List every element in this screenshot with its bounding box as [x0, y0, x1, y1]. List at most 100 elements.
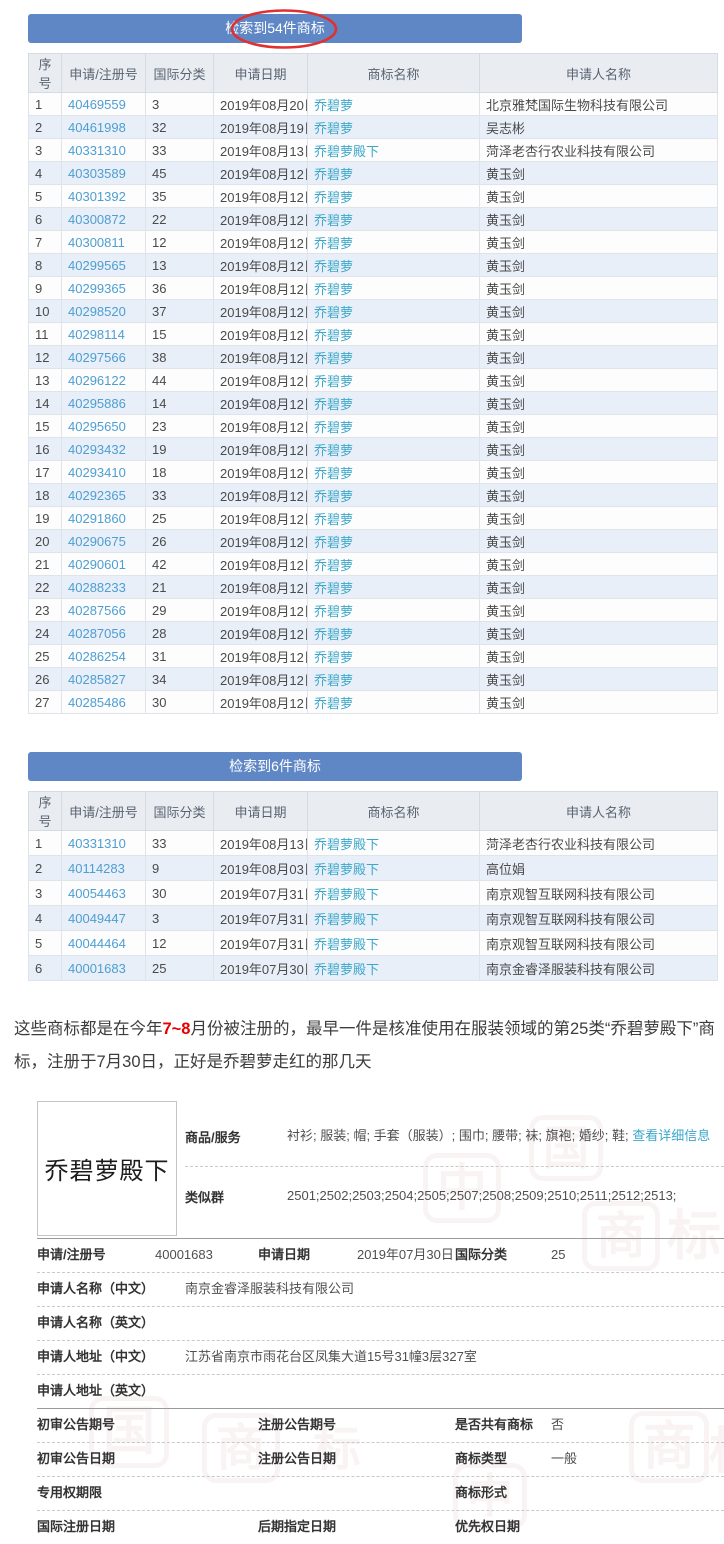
row-index-cell: 2	[28, 855, 62, 881]
application-number-link[interactable]: 40001683	[68, 960, 126, 976]
application-number-link[interactable]: 40054463	[68, 885, 126, 901]
application-number-link[interactable]: 40290601	[68, 556, 126, 572]
application-number-link[interactable]: 40287056	[68, 625, 126, 641]
trademark-name-link[interactable]: 乔碧萝	[314, 557, 354, 573]
trademark-name-link[interactable]: 乔碧萝	[314, 442, 354, 458]
table-cell: 乔碧萝	[307, 460, 480, 484]
paragraph-text: 月份被注册的，最早一件是核准使用在服装领域的第25类“乔碧萝殿下”商标，注册于7…	[14, 1020, 715, 1071]
trademark-name-link[interactable]: 乔碧萝	[314, 258, 354, 274]
application-date-cell: 2019年08月12日	[213, 506, 308, 530]
goods-services-value: 衬衫; 服装; 帽; 手套（服装）; 围巾; 腰带; 袜; 旗袍; 婚纱; 鞋;…	[287, 1128, 711, 1143]
trademark-name-link[interactable]: 乔碧萝	[314, 695, 354, 711]
application-number-link[interactable]: 40300811	[68, 234, 125, 250]
applicant-name-cn-row: 申请人名称（中文） 南京金睿泽服装科技有限公司	[37, 1273, 724, 1307]
trademark-name-link[interactable]: 乔碧萝	[314, 488, 354, 504]
table-row: 22 40288233 21 2019年08月12日 乔碧萝 黄玉剑	[28, 575, 718, 599]
row-index-cell: 18	[28, 483, 62, 507]
table-cell: 40303589	[61, 161, 146, 185]
trademark-name-link[interactable]: 乔碧萝殿下	[314, 886, 380, 902]
application-number-link[interactable]: 40291860	[68, 510, 126, 526]
trademark-name-link[interactable]: 乔碧萝	[314, 626, 354, 642]
application-number-link[interactable]: 40461998	[68, 119, 126, 135]
application-number-link[interactable]: 40297566	[68, 349, 126, 365]
table-cell: 乔碧萝殿下	[307, 880, 480, 906]
trademark-name-link[interactable]: 乔碧萝	[314, 649, 354, 665]
table-cell: 40292365	[61, 483, 146, 507]
application-date-cell: 2019年07月31日	[213, 905, 308, 931]
view-details-link[interactable]: 查看详细信息	[632, 1128, 711, 1143]
application-number-link[interactable]: 40049447	[68, 910, 126, 926]
application-number-link[interactable]: 40044464	[68, 935, 126, 951]
trademark-name-link[interactable]: 乔碧萝	[314, 120, 354, 136]
trademark-name-link[interactable]: 乔碧萝	[314, 166, 354, 182]
trademark-name-link[interactable]: 乔碧萝	[314, 603, 354, 619]
trademark-name-link[interactable]: 乔碧萝	[314, 304, 354, 320]
watermark-tile: 商	[582, 1201, 660, 1271]
application-number-link[interactable]: 40285486	[68, 694, 126, 710]
trademark-name-link[interactable]: 乔碧萝	[314, 235, 354, 251]
intl-class-cell: 33	[145, 830, 214, 856]
application-number-link[interactable]: 40299365	[68, 280, 126, 296]
table-row: 24 40287056 28 2019年08月12日 乔碧萝 黄玉剑	[28, 621, 718, 645]
trademark-name-link[interactable]: 乔碧萝殿下	[314, 936, 380, 952]
application-number-link[interactable]: 40288233	[68, 579, 126, 595]
application-date-cell: 2019年08月12日	[213, 690, 308, 714]
table-cell: 40288233	[61, 575, 146, 599]
intl-class-cell: 45	[145, 161, 214, 185]
application-number-link[interactable]: 40114283	[68, 860, 125, 876]
trademark-name-link[interactable]: 乔碧萝	[314, 534, 354, 550]
trademark-image-text: 乔碧萝殿下	[44, 1158, 170, 1185]
trademark-name-link[interactable]: 乔碧萝	[314, 97, 354, 113]
application-number-link[interactable]: 40287566	[68, 602, 126, 618]
table-cell: 40291860	[61, 506, 146, 530]
application-number-link[interactable]: 40293410	[68, 464, 126, 480]
trademark-name-link[interactable]: 乔碧萝殿下	[314, 836, 380, 852]
intl-class-cell: 13	[145, 253, 214, 277]
application-number-link[interactable]: 40298520	[68, 303, 126, 319]
application-number-link[interactable]: 40286254	[68, 648, 126, 664]
table-cell: 40469559	[61, 92, 146, 116]
application-number-link[interactable]: 40295886	[68, 395, 126, 411]
application-number-link[interactable]: 40285827	[68, 671, 126, 687]
trademark-name-link[interactable]: 乔碧萝	[314, 580, 354, 596]
trademark-name-link[interactable]: 乔碧萝	[314, 419, 354, 435]
trademark-name-link[interactable]: 乔碧萝	[314, 350, 354, 366]
application-number-link[interactable]: 40292365	[68, 487, 126, 503]
goods-services-label: 商品/服务	[185, 1130, 241, 1145]
application-number-link[interactable]: 40293432	[68, 441, 126, 457]
application-number-link[interactable]: 40469559	[68, 96, 126, 112]
application-date-cell: 2019年08月03日	[213, 855, 308, 881]
applicant-name-cell: 南京观智互联网科技有限公司	[479, 930, 718, 956]
application-date-cell: 2019年08月12日	[213, 253, 308, 277]
application-number-link[interactable]: 40296122	[68, 372, 126, 388]
trademark-name-link[interactable]: 乔碧萝	[314, 327, 354, 343]
trademark-name-link[interactable]: 乔碧萝	[314, 212, 354, 228]
trademark-name-link[interactable]: 乔碧萝殿下	[314, 911, 380, 927]
table-cell: 乔碧萝殿下	[307, 855, 480, 881]
application-number-link[interactable]: 40290675	[68, 533, 126, 549]
application-number-link[interactable]: 40300872	[68, 211, 126, 227]
application-date-cell: 2019年08月12日	[213, 621, 308, 645]
table-cell: 乔碧萝殿下	[307, 138, 480, 162]
application-number-link[interactable]: 40295650	[68, 418, 126, 434]
column-header-application-number: 申请/注册号	[61, 791, 146, 831]
application-number-link[interactable]: 40331310	[68, 142, 126, 158]
application-number-link[interactable]: 40299565	[68, 257, 126, 273]
trademark-name-link[interactable]: 乔碧萝殿下	[314, 861, 380, 877]
table-cell: 40331310	[61, 830, 146, 856]
trademark-name-link[interactable]: 乔碧萝	[314, 281, 354, 297]
intl-class-cell: 21	[145, 575, 214, 599]
trademark-name-link[interactable]: 乔碧萝	[314, 189, 354, 205]
trademark-name-link[interactable]: 乔碧萝	[314, 396, 354, 412]
trademark-name-link[interactable]: 乔碧萝殿下	[314, 143, 380, 159]
application-number-link[interactable]: 40331310	[68, 835, 126, 851]
application-number-link[interactable]: 40298114	[68, 326, 125, 342]
trademark-name-link[interactable]: 乔碧萝	[314, 672, 354, 688]
application-number-link[interactable]: 40303589	[68, 165, 126, 181]
table-cell: 乔碧萝	[307, 598, 480, 622]
trademark-name-link[interactable]: 乔碧萝	[314, 373, 354, 389]
application-number-link[interactable]: 40301392	[68, 188, 126, 204]
trademark-name-link[interactable]: 乔碧萝	[314, 511, 354, 527]
trademark-name-link[interactable]: 乔碧萝殿下	[314, 961, 380, 977]
trademark-name-link[interactable]: 乔碧萝	[314, 465, 354, 481]
